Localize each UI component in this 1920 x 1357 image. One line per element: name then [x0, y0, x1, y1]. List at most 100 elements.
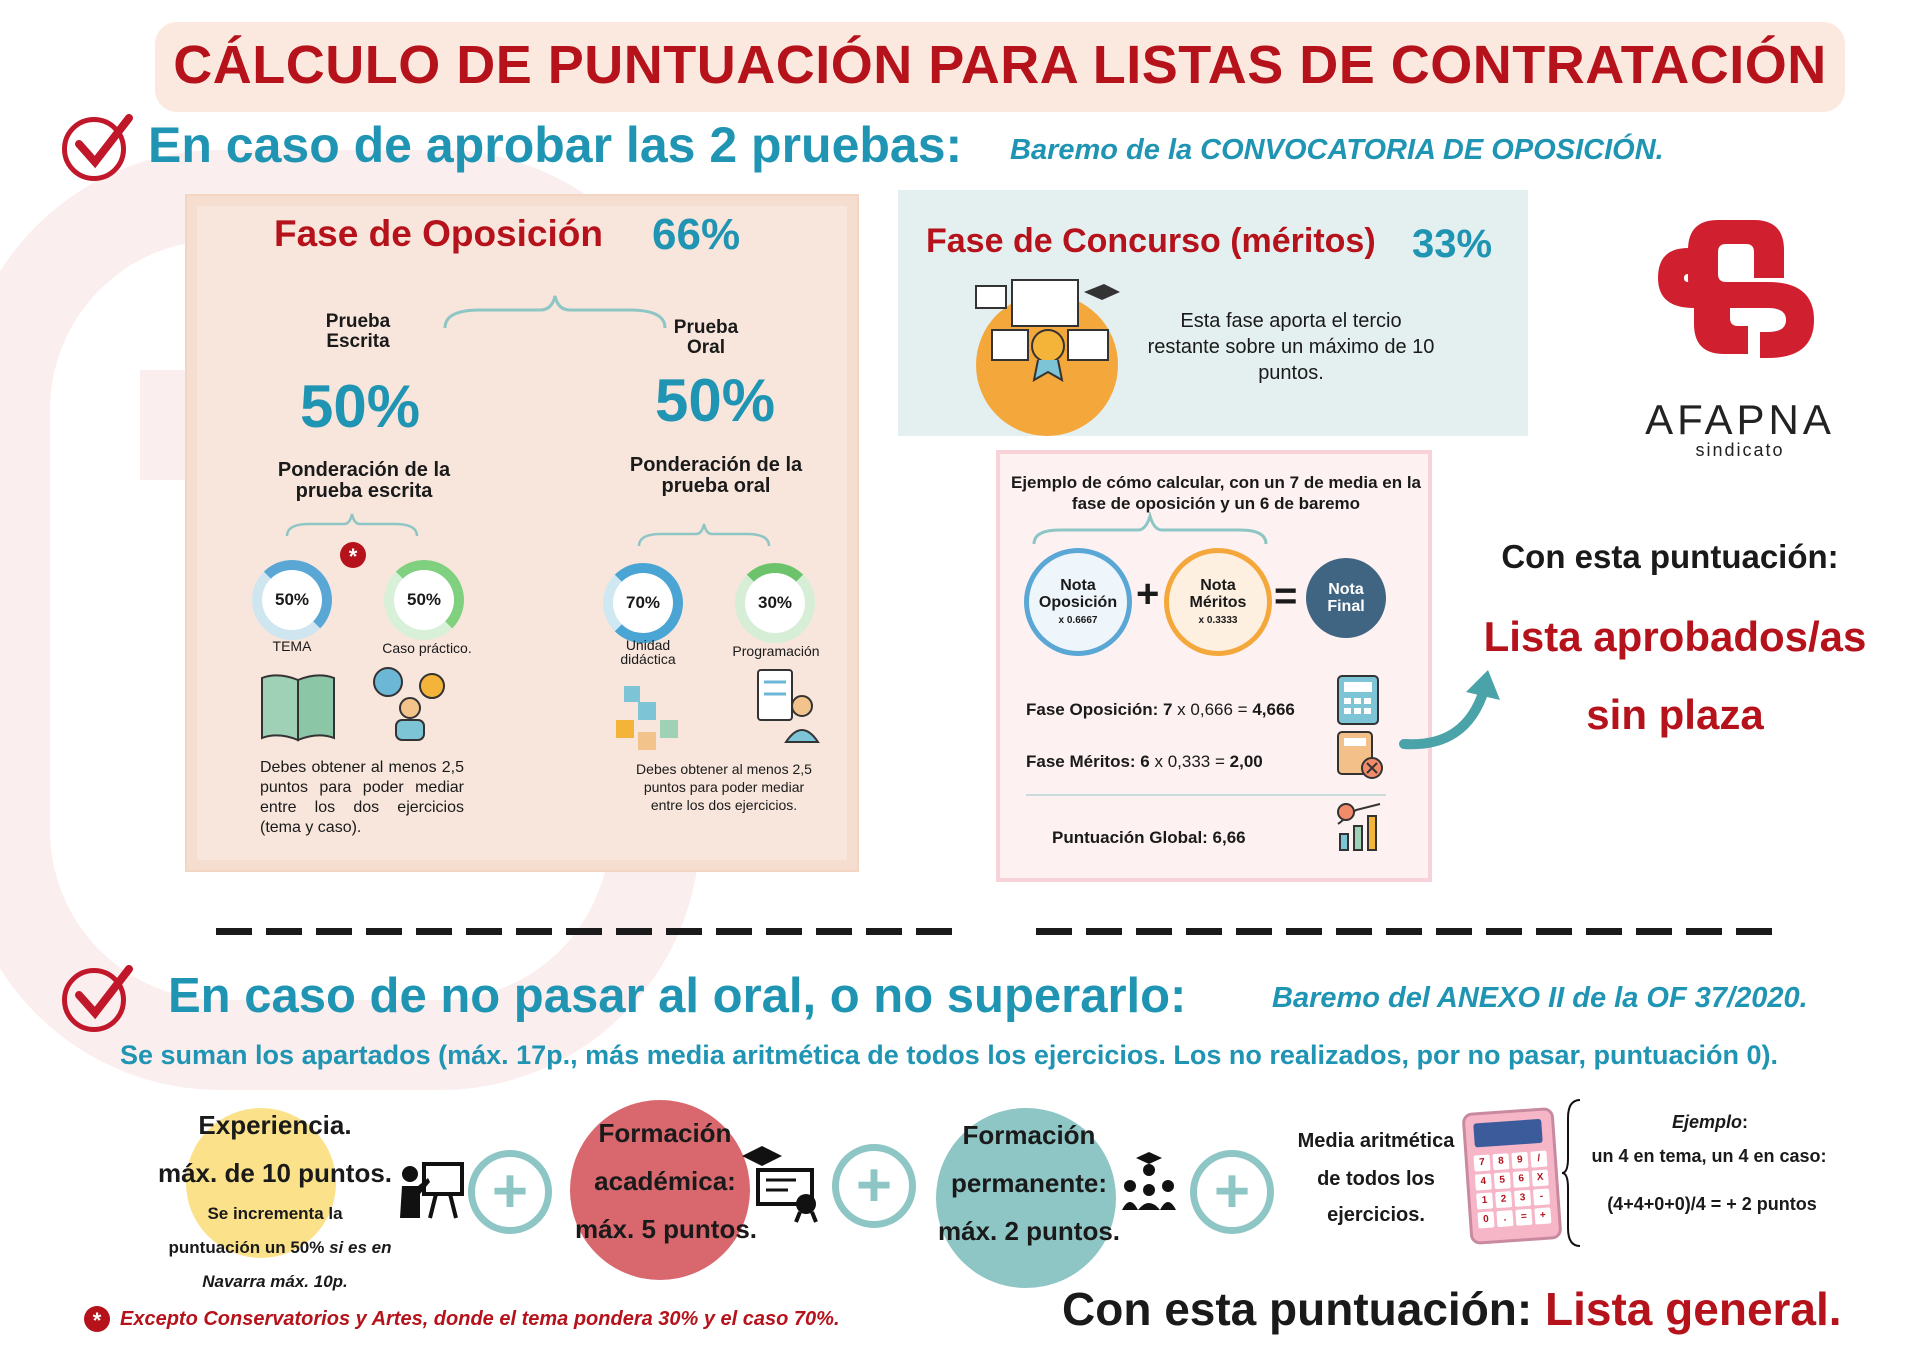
calc-key: 7 — [1473, 1154, 1491, 1172]
dash-segment — [1336, 928, 1372, 935]
media-l1: Media aritmética — [1297, 1130, 1455, 1152]
tema-donut: 50% — [252, 560, 332, 640]
line1: Fase Oposición: 7 x 0,666 = 4,666 — [1026, 700, 1295, 719]
permanente-l1: Formación — [962, 1120, 1096, 1150]
check-icon — [62, 114, 133, 181]
dash-segment — [1036, 928, 1072, 935]
brace-top — [443, 295, 667, 329]
result1-list: Lista aprobados/as sin plaza — [1483, 613, 1867, 738]
unidad-donut: 70% — [603, 563, 683, 643]
experiencia-max: máx. de 10 puntos. — [157, 1158, 393, 1188]
nota-oposicion-circle: Nota Oposición x 0.6667 — [1024, 548, 1132, 656]
prueba-oral-label: Prueba Oral — [673, 317, 739, 358]
check-icon — [62, 965, 133, 1032]
blocks-icon — [616, 686, 678, 750]
ponderacion-escrita: Ponderación de la prueba escrita — [277, 459, 451, 502]
asterisk-icon: * — [340, 542, 366, 569]
experiencia-note3: Navarra máx. 10p. — [202, 1272, 348, 1291]
dash-segment — [566, 928, 602, 935]
nota-final-circle: Nota Final — [1306, 558, 1386, 638]
plus-icon: + — [468, 1150, 552, 1234]
calc-key: 5 — [1493, 1172, 1511, 1190]
dash-segment — [816, 928, 852, 935]
plus-sign: + — [1136, 572, 1160, 616]
oposicion-percent: 66% — [652, 210, 741, 259]
dash-segment — [466, 928, 502, 935]
calc-key: X — [1531, 1169, 1549, 1187]
brace-example — [1032, 512, 1268, 545]
calc-key: 1 — [1476, 1192, 1494, 1210]
book-icon — [261, 674, 335, 742]
calc-key: + — [1534, 1207, 1552, 1225]
note-escrita: Debes obtener al menos 2,5 puntos para p… — [260, 759, 464, 836]
prueba-escrita-label: Prueba Escrita — [325, 311, 391, 352]
result2: Con esta puntuación: Lista general. — [1062, 1283, 1842, 1335]
footnote: Excepto Conservatorios y Artes, donde el… — [120, 1308, 840, 1330]
dash-segment — [1286, 928, 1322, 935]
dash-segment — [1186, 928, 1222, 935]
dash-segment — [266, 928, 302, 935]
plus-icon: + — [1190, 1150, 1274, 1234]
asterisk-icon: * — [84, 1306, 110, 1333]
experiencia-blob — [186, 1108, 336, 1258]
nota-meritos-circle: Nota Méritos x 0.3333 — [1164, 548, 1272, 656]
section1-heading: En caso de aprobar las 2 pruebas: — [148, 117, 963, 173]
ponderacion-oral: Ponderación de la prueba oral — [629, 454, 803, 497]
teacher-icon — [400, 1162, 464, 1219]
dash-segment — [216, 928, 252, 935]
permanente-blob — [936, 1108, 1116, 1288]
concurso-percent: 33% — [1412, 222, 1493, 266]
dash-segment — [616, 928, 652, 935]
arrow-icon — [1399, 670, 1500, 750]
academica-blob — [570, 1100, 750, 1280]
dash-segment — [1686, 928, 1722, 935]
certificates-icon — [975, 279, 1120, 382]
calculator-icon — [1337, 675, 1379, 725]
dash-segment — [866, 928, 902, 935]
calc-key: 0 — [1477, 1211, 1495, 1229]
dash-segment — [1386, 928, 1422, 935]
plus-icon: + — [832, 1144, 916, 1228]
programacion-donut: 30% — [735, 563, 815, 643]
note-oral: Debes obtener al menos 2,5 puntos para p… — [636, 761, 812, 813]
dash-segment — [1086, 928, 1122, 935]
global-score: Puntuación Global: 6,66 — [1052, 828, 1246, 847]
chart-growth-icon — [1337, 803, 1381, 851]
experiencia-title: Experiencia. — [198, 1110, 352, 1140]
academica-l3: máx. 5 puntos. — [574, 1214, 758, 1244]
academica-l2: académica: — [594, 1166, 736, 1196]
example-divider — [1026, 794, 1386, 796]
diploma-icon — [742, 1146, 818, 1223]
dash-segment — [366, 928, 402, 935]
calculator-big-icon: 7 8 9/ 4 5 6 X 1 2 3- 0. = + — [1461, 1106, 1563, 1246]
section2-desc: Se suman los apartados (máx. 17p., más m… — [120, 1040, 1778, 1070]
dash-segment — [1736, 928, 1772, 935]
dash-segment — [666, 928, 702, 935]
line2: Fase Méritos: 6 x 0,333 = 2,00 — [1026, 752, 1263, 771]
dash-segment — [716, 928, 752, 935]
afapna-logo-icon — [1658, 220, 1814, 358]
calc-key: - — [1532, 1188, 1551, 1206]
calc-key: = — [1515, 1208, 1533, 1226]
dash-segment — [1486, 928, 1522, 935]
caso-donut: 50% — [384, 560, 464, 640]
section1-subheading: Baremo de la CONVOCATORIA DE OPOSICIÓN. — [1010, 134, 1664, 166]
permanente-l2: permanente: — [950, 1168, 1108, 1198]
caso-label: Caso práctico. — [382, 640, 472, 656]
calc-key: 9 — [1511, 1151, 1529, 1169]
dash-segment — [416, 928, 452, 935]
students-icon — [1122, 1152, 1176, 1210]
dash-segment — [316, 928, 352, 935]
logo-sub: sindicato — [1695, 440, 1785, 460]
dash-segment — [1636, 928, 1672, 935]
ejemplo2-line1: un 4 en tema, un 4 en caso: — [1591, 1146, 1827, 1166]
dash-segment — [1136, 928, 1172, 935]
section2-subheading: Baremo del ANEXO II de la OF 37/2020. — [1272, 982, 1808, 1014]
permanente-l3: máx. 2 puntos. — [937, 1216, 1121, 1246]
dash-segment — [1536, 928, 1572, 935]
brace-escrita — [285, 513, 419, 537]
tema-label: TEMA — [272, 638, 312, 654]
brace-oral — [637, 523, 771, 547]
title-banner — [155, 22, 1845, 112]
section2-heading: En caso de no pasar al oral, o no supera… — [168, 969, 1187, 1023]
